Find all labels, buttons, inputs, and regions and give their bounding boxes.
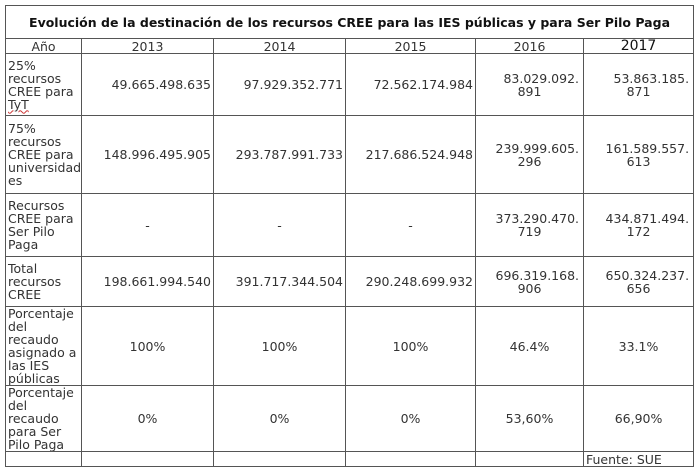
cell-tyt-2016-line1: 83.029.092. [503, 70, 579, 86]
cell-spp-2016-line2: 719 [517, 224, 542, 239]
cell-total-2016: 696.319.168. 906 [475, 256, 584, 307]
cell-pct-spp-2013: 0% [81, 385, 214, 452]
cell-total-2017-line2: 656 [626, 280, 651, 296]
cell-univ-2013: 148.996.495.905 [81, 115, 214, 194]
cell-univ-2015: 217.686.524.948 [345, 115, 476, 194]
cell-pct-spp-2017: 66,90% [582, 385, 695, 452]
cell-spp-2013: - [81, 193, 214, 257]
cell-univ-2017: 161.589.557. 613 [582, 115, 695, 194]
cell-spp-2017-line2: 172 [626, 224, 651, 239]
cell-pct-ies-2015: 100% [345, 306, 476, 386]
table-row-pct-spp: Porcentaje del recaudo para Ser Pilo Paga 0… [5, 385, 695, 452]
title-row: Evolución de la destinación de los recur… [4, 5, 695, 39]
table-row-total: Total recursos CREE 198.661.994.540 391.71… [5, 256, 695, 307]
cell-total-2014: 391.717.344.504 [213, 256, 346, 307]
table-row-ser-pilo-paga: Recursos CREE para Ser Pilo Paga - - - 373.… [5, 193, 695, 257]
cell-spp-2017-line1: 434.871.494. [605, 211, 690, 226]
cell-spp-2016-line1: 373.290.470. [495, 211, 580, 226]
table-row-pct-ies: Porcentaje del recaudo asignado a las IES pú… [5, 306, 695, 386]
cell-tyt-2015: 72.562.174.984 [345, 53, 476, 116]
footer-empty-3 [213, 451, 346, 467]
header-2017: 2017 [582, 38, 695, 54]
cell-spp-2015: - [345, 193, 476, 257]
cell-univ-2014: 293.787.991.733 [213, 115, 346, 194]
header-2016: 2016 [475, 38, 584, 54]
cell-pct-ies-2016: 46.4% [475, 306, 584, 386]
table-row-footer: Fuente: SUE [5, 451, 695, 467]
cell-pct-spp-2016: 53,60% [475, 385, 584, 452]
cell-tyt-2016: 83.029.092. 891 [475, 53, 584, 116]
cell-pct-ies-2017: 33.1% [582, 306, 695, 386]
cell-pct-spp-2014: 0% [213, 385, 346, 452]
cell-tyt-2016-line2: 891 [517, 83, 542, 99]
cell-tyt-2014: 97.929.352.771 [213, 53, 346, 116]
cell-univ-2017-line2: 613 [626, 153, 651, 169]
cell-total-2013: 198.661.994.540 [81, 256, 214, 307]
cell-pct-spp-2015: 0% [345, 385, 476, 452]
cell-tyt-2017: 53.863.185. 871 [582, 53, 695, 116]
cell-tyt-2013: 49.665.498.635 [81, 53, 214, 116]
cell-spp-2017: 434.871.494. 172 [582, 193, 695, 257]
row-label-ser-pilo-paga: Recursos CREE para Ser Pilo Paga [5, 193, 82, 257]
cell-total-2017-line1: 650.324.237. [605, 267, 690, 283]
cell-pct-ies-2014: 100% [213, 306, 346, 386]
cell-pct-ies-2013: 100% [81, 306, 214, 386]
cell-univ-2016-line2: 296 [517, 153, 542, 169]
cell-univ-2016-line1: 239.999.605. [495, 140, 580, 156]
row-label-total: Total recursos CREE [5, 256, 82, 307]
cree-resources-table: Evolución de la destinación de los recur… [4, 5, 695, 467]
footer-empty-5 [475, 451, 584, 467]
row-label-tyt: 25% recursos CREE para TyT [5, 53, 82, 116]
table-title: Evolución de la destinación de los recur… [4, 5, 695, 39]
cell-univ-2016: 239.999.605. 296 [475, 115, 584, 194]
table-row-tyt: 25% recursos CREE para TyT 49.665.498.635 9… [5, 53, 695, 116]
header-row: Año 2013 2014 2015 2016 2017 [5, 38, 695, 54]
table-row-universidades: 75% recursos CREE para universidad es 148.99… [5, 115, 695, 194]
cell-total-2017: 650.324.237. 656 [582, 256, 695, 307]
header-2014: 2014 [213, 38, 346, 54]
cell-spp-2016: 373.290.470. 719 [475, 193, 584, 257]
footer-empty-4 [345, 451, 476, 467]
cell-total-2016-line1: 696.319.168. [495, 267, 580, 283]
footer-empty-1 [5, 451, 82, 467]
footer-empty-2 [81, 451, 214, 467]
cell-tyt-2017-line1: 53.863.185. [613, 70, 690, 86]
row-label-universidades: 75% recursos CREE para universidad es [5, 115, 82, 194]
cell-spp-2014: - [213, 193, 346, 257]
source-note: Fuente: SUE [582, 451, 695, 467]
row-label-pct-spp: Porcentaje del recaudo para Ser Pilo Paga [5, 385, 82, 452]
row-label-pct-ies: Porcentaje del recaudo asignado a las IES pú… [5, 306, 82, 386]
cell-total-2016-line2: 906 [517, 280, 542, 296]
header-2015: 2015 [345, 38, 476, 54]
cell-tyt-2017-line2: 871 [626, 83, 651, 99]
cell-univ-2017-line1: 161.589.557. [605, 140, 690, 156]
header-2013: 2013 [81, 38, 214, 54]
cell-total-2015: 290.248.699.932 [345, 256, 476, 307]
header-year-label: Año [5, 38, 82, 54]
